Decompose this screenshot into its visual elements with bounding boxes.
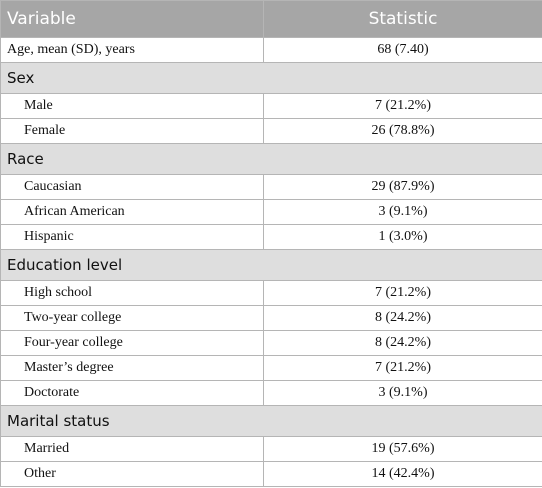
variable-cell: Other [0,461,264,487]
section-title: Race [0,143,542,175]
statistic-cell: 68 (7.40) [263,37,542,63]
statistic-cell: 29 (87.9%) [263,174,542,200]
header-cell: Variable [0,0,264,38]
variable-cell: Male [0,93,264,119]
data-row: Age, mean (SD), years 68 (7.40) [0,37,542,63]
variable-cell: Female [0,118,264,144]
variable-cell: African American [0,199,264,225]
section-row: Marital status [0,405,542,437]
data-row: Four-year college 8 (24.2%) [0,330,542,356]
variable-cell: Caucasian [0,174,264,200]
variable-cell: Hispanic [0,224,264,250]
variable-cell: High school [0,280,264,306]
statistic-cell: 3 (9.1%) [263,380,542,406]
section-row: Education level [0,249,542,281]
statistic-cell: 26 (78.8%) [263,118,542,144]
section-row: Sex [0,62,542,94]
statistic-cell: 8 (24.2%) [263,305,542,331]
statistic-cell: 7 (21.2%) [263,93,542,119]
data-row: Master’s degree 7 (21.2%) [0,355,542,381]
header-cell: Statistic [263,0,542,38]
data-row: Other 14 (42.4%) [0,461,542,487]
statistic-cell: 19 (57.6%) [263,436,542,462]
statistic-cell: 1 (3.0%) [263,224,542,250]
statistic-cell: 8 (24.2%) [263,330,542,356]
data-row: Male 7 (21.2%) [0,93,542,119]
header-row: Variable Statistic [0,0,542,38]
section-title: Marital status [0,405,542,437]
data-row: Two-year college 8 (24.2%) [0,305,542,331]
data-row: African American 3 (9.1%) [0,199,542,225]
variable-cell: Four-year college [0,330,264,356]
variable-cell: Age, mean (SD), years [0,37,264,63]
section-title: Sex [0,62,542,94]
section-title: Education level [0,249,542,281]
data-row: Married 19 (57.6%) [0,436,542,462]
data-row: Female 26 (78.8%) [0,118,542,144]
variable-cell: Married [0,436,264,462]
section-row: Race [0,143,542,175]
data-row: Doctorate 3 (9.1%) [0,380,542,406]
data-row: Hispanic 1 (3.0%) [0,224,542,250]
statistic-cell: 7 (21.2%) [263,355,542,381]
data-row: High school 7 (21.2%) [0,280,542,306]
statistic-cell: 14 (42.4%) [263,461,542,487]
statistic-cell: 3 (9.1%) [263,199,542,225]
statistic-cell: 7 (21.2%) [263,280,542,306]
variable-cell: Doctorate [0,380,264,406]
variable-cell: Master’s degree [0,355,264,381]
data-row: Caucasian 29 (87.9%) [0,174,542,200]
variable-cell: Two-year college [0,305,264,331]
table-body: Age, mean (SD), years 68 (7.40) Sex Male 7 (… [0,37,542,487]
